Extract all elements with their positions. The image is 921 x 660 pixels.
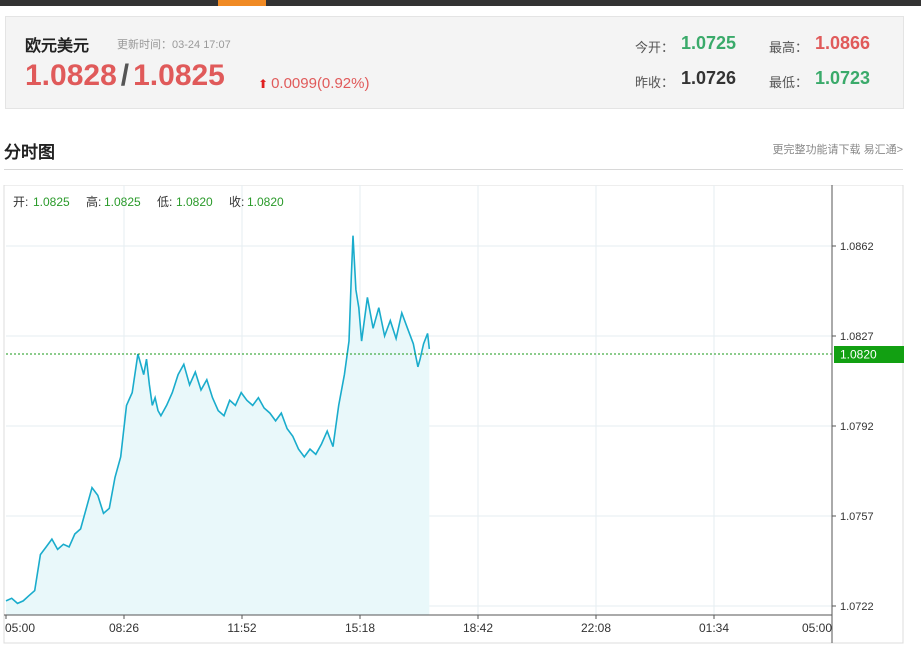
x-tick-label: 18:42 xyxy=(463,621,493,635)
low-value: 1.0723 xyxy=(815,68,871,88)
ohlc-high-value: 1.0825 xyxy=(104,195,141,209)
ohlc-low-label: 低: xyxy=(157,195,172,209)
price-line xyxy=(5,235,431,605)
change-value: 0.0099(0.92%) xyxy=(271,75,370,92)
update-time: 更新时间：03-24 17:07 xyxy=(117,39,231,51)
high-label: 最高： xyxy=(769,40,809,55)
y-tick-label: 1.0722 xyxy=(840,601,874,613)
x-tick-label: 01:34 xyxy=(699,621,729,635)
y-tick-label: 1.0827 xyxy=(840,331,874,343)
prev-close-value: 1.0726 xyxy=(681,68,737,88)
x-tick-label: 08:26 xyxy=(109,621,139,635)
high-value: 1.0866 xyxy=(815,33,871,53)
section-divider xyxy=(4,169,903,170)
x-tick-label: 05:00 xyxy=(802,621,832,635)
open-label: 今开： xyxy=(635,40,675,55)
x-tick-label: 15:18 xyxy=(345,621,375,635)
y-tick-labels: 1.0862 1.0827 1.0792 1.0757 1.0722 xyxy=(832,241,874,613)
quote-panel: 欧元美元 更新时间：03-24 17:07 1.0828/1.0825 ⬆ 0.0… xyxy=(5,16,904,109)
ohlc-high-label: 高: xyxy=(86,194,101,209)
up-arrow-icon: ⬆ xyxy=(258,77,269,91)
bid-price: 1.0828 xyxy=(25,59,117,92)
ohlc-legend: 开: 1.0825 高: 1.0825 低: 1.0820 收: 1.0820 xyxy=(13,194,284,209)
ohlc-close-label: 收: xyxy=(229,195,244,209)
x-tick-labels: 05:00 08:26 11:52 15:18 18:42 22:08 01:34 05:00 xyxy=(5,615,833,635)
prev-close-label: 昨收： xyxy=(635,75,675,90)
x-tick-label: 11:52 xyxy=(227,621,256,635)
price-change: ⬆ 0.0099(0.92%) xyxy=(258,75,369,92)
ohlc-close-value: 1.0820 xyxy=(247,195,284,209)
chart-svg: 1.0820 1.0862 1.0827 1.0792 1.0757 1.0722 05… xyxy=(3,184,904,644)
ohlc-open-label: 开: xyxy=(13,195,28,209)
ask-price: 1.0825 xyxy=(133,59,225,92)
currency-pair-name: 欧元美元 xyxy=(25,38,90,55)
current-price-tag xyxy=(834,346,904,363)
price-separator: / xyxy=(120,59,130,92)
intraday-chart: 1.0820 1.0862 1.0827 1.0792 1.0757 1.0722 05… xyxy=(0,184,921,655)
section-title: 分时图 xyxy=(4,143,55,162)
x-tick-label: 22:08 xyxy=(581,621,611,635)
active-tab-indicator[interactable] xyxy=(218,0,266,6)
download-app-link[interactable]: 更完整功能请下载 易汇通> xyxy=(772,144,903,156)
ohlc-open-value: 1.0825 xyxy=(33,195,70,209)
y-tick-label: 1.0792 xyxy=(840,421,874,433)
price-area xyxy=(6,235,430,615)
y-tick-label: 1.0862 xyxy=(840,241,874,253)
price-row: 1.0828/1.0825 xyxy=(25,59,225,99)
current-price-label: 1.0820 xyxy=(840,348,877,362)
y-tick-label: 1.0757 xyxy=(840,511,874,523)
ohlc-low-value: 1.0820 xyxy=(176,195,213,209)
open-value: 1.0725 xyxy=(681,33,737,53)
x-tick-label: 05:00 xyxy=(5,621,35,635)
low-label: 最低： xyxy=(769,75,809,90)
top-nav-bar xyxy=(0,0,921,6)
